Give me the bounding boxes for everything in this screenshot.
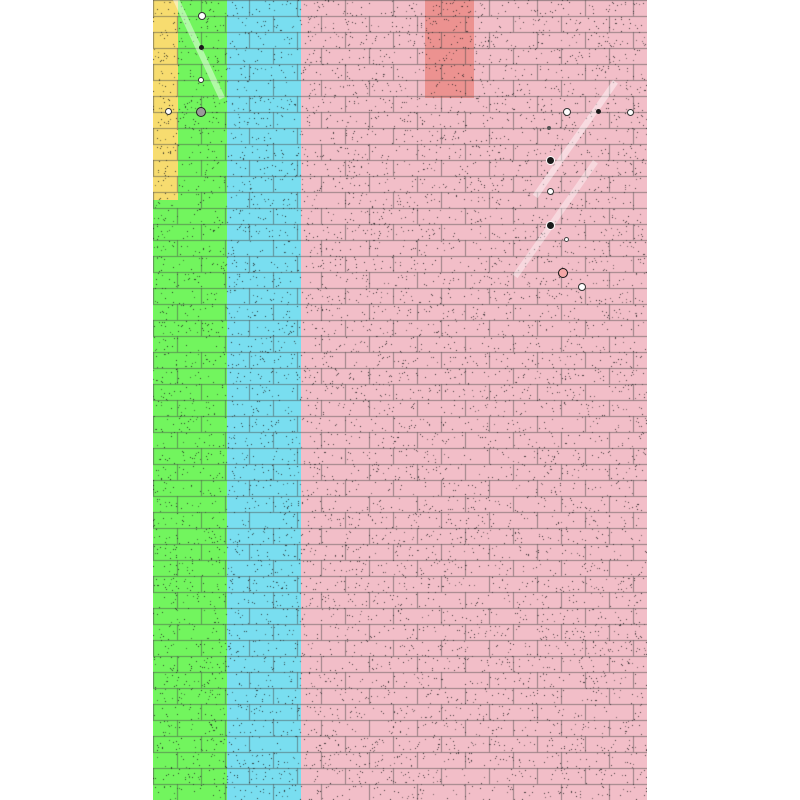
ball[interactable] bbox=[199, 45, 204, 50]
yellow-zone bbox=[153, 0, 178, 200]
ball[interactable] bbox=[547, 126, 551, 130]
ball[interactable] bbox=[564, 237, 569, 242]
ball[interactable] bbox=[198, 12, 206, 20]
ball[interactable] bbox=[546, 156, 555, 165]
ball[interactable] bbox=[558, 268, 568, 278]
red-zone bbox=[425, 0, 474, 98]
ball[interactable] bbox=[627, 109, 634, 116]
ball[interactable] bbox=[198, 77, 204, 83]
game-board[interactable] bbox=[153, 0, 647, 800]
ball[interactable] bbox=[563, 108, 571, 116]
ball[interactable] bbox=[578, 283, 586, 291]
ball[interactable] bbox=[547, 188, 554, 195]
ball[interactable] bbox=[165, 108, 172, 115]
lane-cyan bbox=[227, 0, 301, 800]
ball[interactable] bbox=[546, 221, 555, 230]
ball[interactable] bbox=[196, 107, 206, 117]
lane-pink bbox=[301, 0, 647, 800]
ball[interactable] bbox=[596, 109, 601, 114]
